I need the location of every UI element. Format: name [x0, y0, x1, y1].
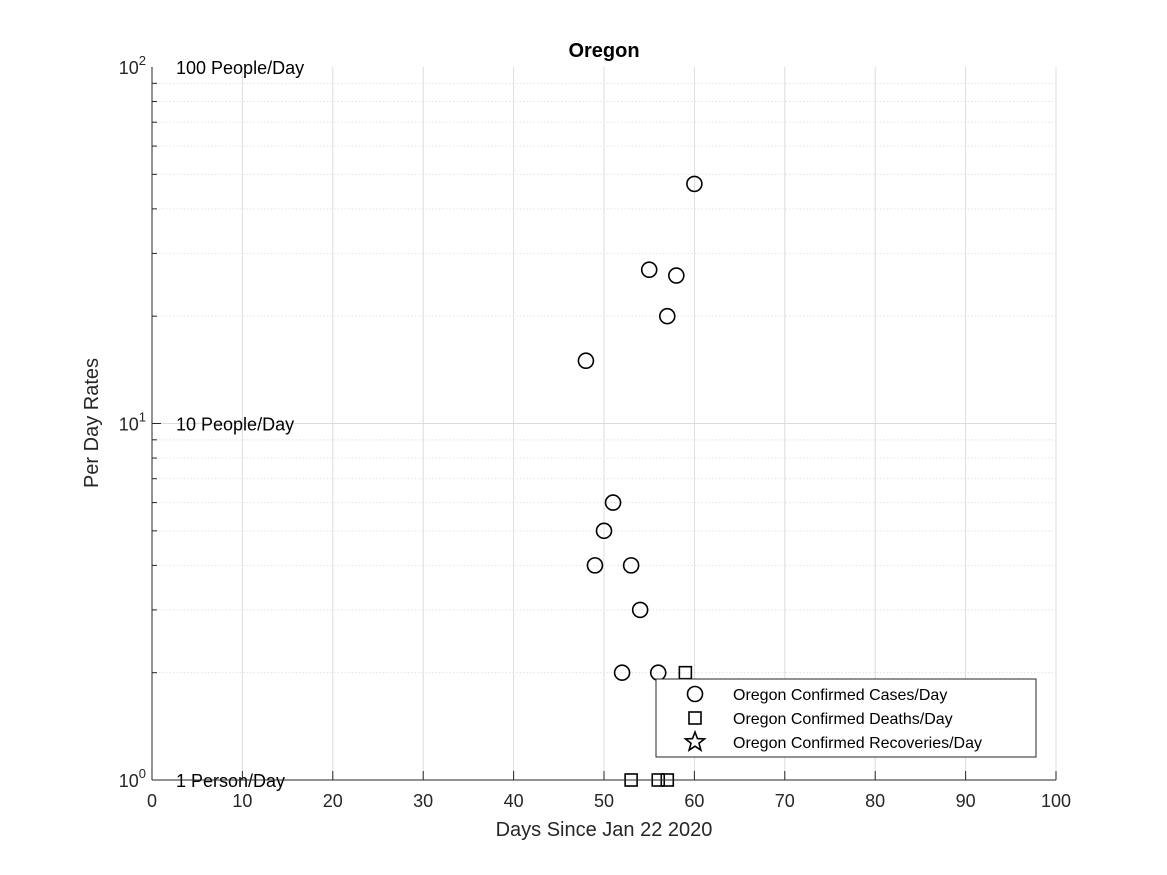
legend: Oregon Confirmed Cases/Day Oregon Confirm…: [655, 678, 1037, 758]
x-tick-labels: 0 10 20 30 40 50 60 70 80 90 100: [147, 791, 1071, 811]
x-tick-label: 40: [504, 791, 524, 811]
annotations: 100 People/Day 10 People/Day 1 Person/Day: [176, 58, 304, 791]
data-point-circle: [640, 261, 658, 279]
legend-label: Oregon Confirmed Recoveries/Day: [733, 735, 982, 752]
annotation-label: 10 People/Day: [176, 415, 294, 435]
y-tick-label: 100: [119, 766, 146, 791]
y-tick-labels: 100 101 102: [119, 53, 146, 791]
annotation-label: 1 Person/Day: [176, 771, 285, 791]
data-point-circle: [658, 307, 676, 325]
x-tick-label: 10: [232, 791, 252, 811]
x-tick-label: 100: [1041, 791, 1071, 811]
data-point-circle: [686, 175, 703, 193]
legend-marker-circle: [686, 685, 704, 703]
axis-ticks: [151, 82, 1057, 780]
legend-marker-star: [683, 729, 707, 752]
x-tick-label: 60: [684, 791, 704, 811]
y-tick-label: 102: [119, 53, 146, 78]
data-markers: [577, 175, 703, 787]
y-tick-label: 101: [119, 410, 146, 435]
data-point-circle: [604, 494, 622, 511]
annotation-label: 100 People/Day: [176, 58, 304, 78]
data-point-circle: [586, 557, 604, 574]
data-point-circle: [613, 664, 631, 681]
data-point-circle: [595, 522, 613, 540]
grid: [152, 67, 1057, 780]
x-tick-label: 30: [413, 791, 433, 811]
data-point-circle: [668, 267, 685, 284]
legend-label: Oregon Confirmed Deaths/Day: [733, 711, 953, 728]
x-tick-label: 90: [956, 791, 976, 811]
chart-title: Oregon: [568, 40, 639, 62]
x-tick-label: 70: [775, 791, 795, 811]
x-tick-label: 0: [147, 791, 157, 811]
legend-marker-square: [688, 711, 702, 725]
x-tick-label: 20: [323, 791, 343, 811]
data-point-circle: [622, 557, 640, 574]
legend-label: Oregon Confirmed Cases/Day: [733, 687, 947, 704]
x-tick-label: 80: [865, 791, 885, 811]
y-axis-label: Per Day Rates: [81, 358, 103, 488]
legend-box: [655, 678, 1037, 758]
data-point-circle: [631, 601, 649, 619]
x-tick-label: 50: [594, 791, 614, 811]
x-axis-label: Days Since Jan 22 2020: [496, 819, 713, 841]
data-point-circle: [577, 352, 595, 370]
